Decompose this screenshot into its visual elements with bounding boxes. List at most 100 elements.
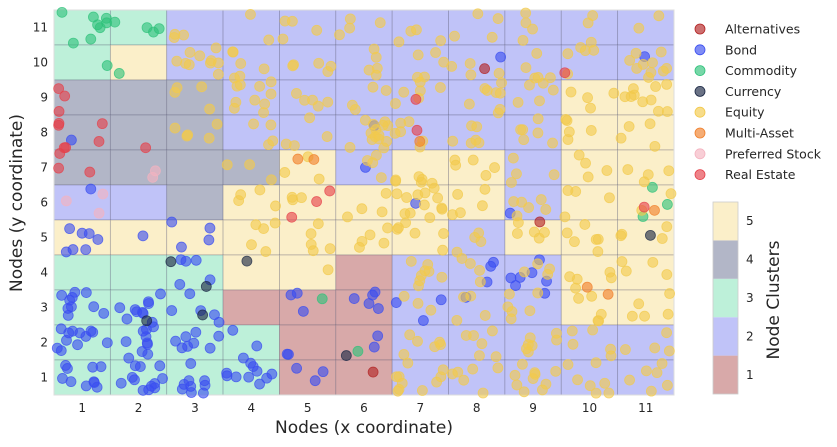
point-bond <box>213 330 225 342</box>
point-equity <box>474 276 486 288</box>
point-currency <box>165 256 177 268</box>
point-multi-asset <box>602 288 614 300</box>
point-currency <box>645 229 656 241</box>
point-equity <box>376 206 388 218</box>
point-equity <box>344 22 356 34</box>
point-equity <box>567 338 579 350</box>
point-equity <box>373 129 385 141</box>
point-equity <box>277 33 289 45</box>
point-equity <box>312 218 324 230</box>
point-bond <box>213 316 225 328</box>
point-equity <box>235 58 247 69</box>
y-axis-label: Nodes (y coordinate) <box>7 114 27 292</box>
point-equity <box>512 217 524 229</box>
point-equity <box>305 228 317 240</box>
point-equity <box>456 253 468 264</box>
colorbar-segment <box>713 240 738 279</box>
point-bond <box>80 287 92 298</box>
point-equity <box>258 223 269 234</box>
point-bond <box>363 298 375 309</box>
point-equity <box>429 341 441 353</box>
point-equity <box>547 84 559 96</box>
colorbar: 1 2 3 4 5 <box>712 201 754 395</box>
point-equity <box>182 129 194 141</box>
point-equity <box>662 308 674 320</box>
point-equity <box>398 86 410 98</box>
point-bond <box>251 365 263 377</box>
point-equity <box>507 152 519 164</box>
point-equity <box>590 357 602 369</box>
node-cell <box>335 44 393 81</box>
point-bond <box>143 298 155 309</box>
point-equity <box>590 387 602 399</box>
point-equity <box>311 24 323 36</box>
point-equity <box>626 310 638 322</box>
point-equity <box>169 86 181 98</box>
x-tick-label: 5 <box>304 401 312 415</box>
point-equity <box>313 173 325 185</box>
point-equity <box>584 380 596 392</box>
node-cell <box>617 114 675 151</box>
point-real-estate <box>559 67 571 79</box>
point-equity <box>532 258 544 270</box>
point-equity <box>551 327 562 339</box>
point-equity <box>402 357 414 369</box>
legend-label: Commodity <box>725 63 798 78</box>
point-equity <box>401 192 413 203</box>
point-commodity <box>113 68 125 79</box>
point-commodity <box>101 60 113 71</box>
point-real-estate <box>93 136 105 147</box>
point-equity <box>435 35 447 47</box>
point-equity <box>473 137 485 149</box>
point-equity <box>424 212 436 224</box>
point-equity <box>463 98 475 110</box>
point-bond <box>65 301 77 313</box>
point-equity <box>446 60 458 72</box>
point-equity <box>532 113 544 125</box>
point-equity <box>624 374 635 386</box>
node-cell <box>53 44 111 81</box>
colorbar-tick-label: 2 <box>746 329 754 343</box>
point-equity <box>248 118 259 130</box>
point-bond <box>66 292 78 303</box>
y-tick-label: 11 <box>33 21 48 35</box>
point-commodity <box>56 6 68 18</box>
point-equity <box>630 47 642 59</box>
point-equity <box>643 72 654 83</box>
point-equity <box>620 265 632 277</box>
point-multi-asset <box>649 204 660 216</box>
point-equity <box>425 304 437 316</box>
point-bond <box>348 293 360 304</box>
point-equity <box>403 116 415 128</box>
point-real-estate <box>410 93 422 105</box>
point-equity <box>447 368 458 380</box>
point-real-estate <box>53 162 65 174</box>
point-bond <box>85 183 97 195</box>
point-equity <box>569 236 580 248</box>
point-equity <box>363 64 375 76</box>
point-equity <box>520 17 532 29</box>
point-equity <box>512 228 523 239</box>
point-equity <box>367 81 379 93</box>
point-bond <box>291 362 303 374</box>
point-equity <box>412 49 424 61</box>
point-bond <box>254 378 265 390</box>
point-bond <box>417 315 429 326</box>
x-tick-label: 8 <box>473 401 481 415</box>
y-tick-label: 1 <box>40 371 48 385</box>
point-bond <box>136 346 148 357</box>
point-equity <box>265 76 277 88</box>
point-equity <box>570 186 582 197</box>
point-bond <box>166 216 178 228</box>
point-equity <box>562 48 574 60</box>
point-equity <box>299 94 310 106</box>
x-tick-label: 3 <box>191 401 199 415</box>
point-commodity <box>316 293 328 305</box>
point-equity <box>404 329 416 341</box>
point-bond <box>142 338 153 350</box>
point-equity <box>436 271 448 283</box>
point-bond <box>65 376 77 388</box>
point-equity <box>265 174 277 186</box>
point-bond <box>505 272 517 284</box>
legend-marker <box>694 127 706 139</box>
